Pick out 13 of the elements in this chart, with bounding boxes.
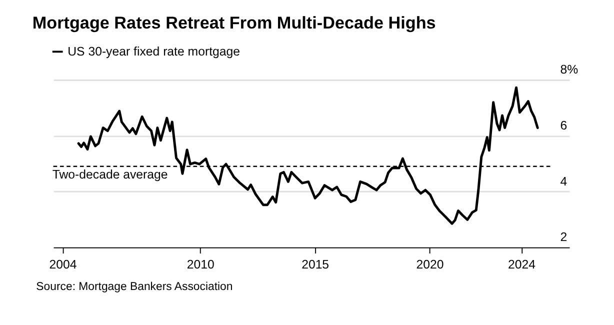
legend-label: US 30-year fixed rate mortgage	[68, 44, 240, 58]
x-tick-label: 2004	[49, 258, 77, 272]
y-tick-label: 8%	[560, 62, 578, 77]
y-tick-label: 2	[560, 230, 568, 244]
y-tick-label: 6	[560, 118, 568, 132]
x-tick-label: 2010	[186, 258, 214, 272]
source-note: Source: Mortgage Bankers Association	[36, 281, 233, 294]
x-tick-label: 2024	[508, 258, 536, 272]
y-tick-label: 4	[560, 174, 568, 188]
ref-line-label: Two-decade average	[52, 168, 168, 182]
x-tick-label: 2015	[302, 258, 330, 272]
x-tick-label: 2020	[416, 258, 444, 272]
chart-title: Mortgage Rates Retreat From Multi-Decade Highs	[32, 12, 436, 32]
